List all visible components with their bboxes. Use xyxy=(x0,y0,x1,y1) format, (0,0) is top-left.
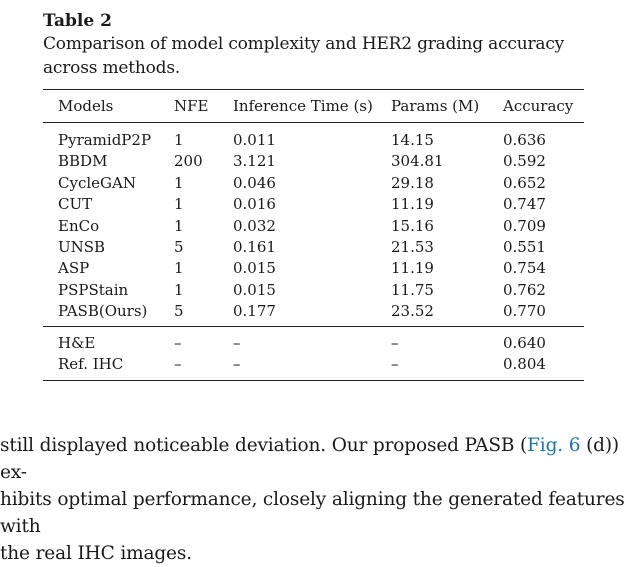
cell-accuracy: 0.754 xyxy=(503,259,546,278)
cell-time: 0.015 xyxy=(233,280,276,299)
cell-time: – xyxy=(233,325,391,355)
cell-accuracy: 0.551 xyxy=(503,238,546,257)
cell-model: CUT xyxy=(58,195,93,214)
paragraph-line1-end: (d)) ex- xyxy=(0,435,619,483)
table-row: CycleGAN 1 0.046 29.18 0.652 xyxy=(43,173,584,194)
cell-time: 0.011 xyxy=(233,131,276,149)
table-label: Table 2 xyxy=(43,11,112,31)
cell-model: PyramidP2P xyxy=(58,131,152,149)
table-row: CUT 1 0.016 11.19 0.747 xyxy=(43,194,584,215)
body-paragraph: still displayed noticeable deviation. Ou… xyxy=(0,432,637,567)
table-row: ASP 1 0.015 11.19 0.754 xyxy=(43,258,584,279)
cell-model: UNSB xyxy=(58,238,106,257)
cell-time: 0.016 xyxy=(233,195,276,214)
paragraph-line3: the real IHC images. xyxy=(0,543,192,564)
cell-accuracy: 0.636 xyxy=(503,131,546,149)
cell-nfe: 1 xyxy=(174,259,184,278)
cell-nfe: 1 xyxy=(174,216,184,235)
table-header-row: Models NFE Inference Time (s) Params (M)… xyxy=(43,89,584,123)
table-row: PASB(Ours) 5 0.177 23.52 0.770 xyxy=(43,301,584,326)
cell-params: – xyxy=(391,354,503,382)
cell-time: 0.046 xyxy=(233,173,276,192)
cell-time: 0.161 xyxy=(233,238,276,257)
table-row: UNSB 5 0.161 21.53 0.551 xyxy=(43,237,584,258)
cell-nfe: – xyxy=(174,354,233,382)
paragraph-line2: hibits optimal performance, closely alig… xyxy=(0,489,625,537)
cell-accuracy: 0.709 xyxy=(503,216,546,235)
cell-params: 11.19 xyxy=(391,259,434,278)
cell-nfe: 1 xyxy=(174,173,184,192)
cell-params: 29.18 xyxy=(391,173,434,192)
cell-model: EnCo xyxy=(58,216,100,235)
cell-accuracy: 0.770 xyxy=(503,302,546,321)
figure-6-link[interactable]: Fig. 6 xyxy=(527,435,581,456)
cell-model: BBDM xyxy=(58,152,108,171)
cell-accuracy: 0.592 xyxy=(503,152,546,171)
cell-params: – xyxy=(391,325,503,355)
cell-accuracy: 0.762 xyxy=(503,280,546,299)
table-row: Ref. IHC – – – 0.804 xyxy=(43,354,584,382)
cell-time: 0.032 xyxy=(233,216,276,235)
cell-nfe: – xyxy=(174,325,233,355)
table-row: H&E – – – 0.640 xyxy=(43,325,584,355)
cell-nfe: 5 xyxy=(174,302,184,321)
cell-nfe: 1 xyxy=(174,280,184,299)
cell-time: – xyxy=(233,354,391,382)
cell-nfe: 200 xyxy=(174,152,203,171)
table-block: Table 2 Comparison of model complexity a… xyxy=(43,10,588,382)
cell-params: 11.75 xyxy=(391,280,434,299)
cell-params: 11.19 xyxy=(391,195,434,214)
paragraph-line1-start: still displayed noticeable deviation. Ou… xyxy=(0,435,528,456)
table-row: BBDM 200 3.121 304.81 0.592 xyxy=(43,151,584,172)
table-row: PyramidP2P 1 0.011 14.15 0.636 xyxy=(43,123,584,152)
cell-model: ASP xyxy=(58,259,90,278)
cell-model: H&E xyxy=(43,325,174,355)
comparison-table: Models NFE Inference Time (s) Params (M)… xyxy=(43,89,584,382)
cell-model: PASB(Ours) xyxy=(58,302,148,321)
cell-nfe: 1 xyxy=(174,195,184,214)
cell-params: 14.15 xyxy=(391,131,434,149)
cell-params: 15.16 xyxy=(391,216,434,235)
table-body-methods: PyramidP2P 1 0.011 14.15 0.636 BBDM 200 … xyxy=(43,123,584,327)
cell-time: 0.177 xyxy=(233,302,276,321)
table-body-references: H&E – – – 0.640 Ref. IHC – – – 0.804 xyxy=(43,325,584,382)
cell-params: 23.52 xyxy=(391,302,434,321)
table-row: PSPStain 1 0.015 11.75 0.762 xyxy=(43,280,584,301)
cell-model: CycleGAN xyxy=(58,173,136,192)
cell-nfe: 5 xyxy=(174,238,184,257)
header-accuracy: Accuracy xyxy=(503,89,584,123)
cell-accuracy: 0.804 xyxy=(503,354,584,382)
cell-time: 0.015 xyxy=(233,259,276,278)
header-inference-time: Inference Time (s) xyxy=(233,89,391,123)
cell-accuracy: 0.640 xyxy=(503,325,584,355)
header-models: Models xyxy=(43,89,174,123)
cell-model: PSPStain xyxy=(58,280,129,299)
cell-params: 304.81 xyxy=(391,152,444,171)
cell-time: 3.121 xyxy=(233,152,276,171)
table-row: EnCo 1 0.032 15.16 0.709 xyxy=(43,216,584,237)
cell-accuracy: 0.652 xyxy=(503,173,546,192)
cell-accuracy: 0.747 xyxy=(503,195,546,214)
cell-nfe: 1 xyxy=(174,131,184,149)
cell-params: 21.53 xyxy=(391,238,434,257)
header-nfe: NFE xyxy=(174,89,233,123)
cell-model: Ref. IHC xyxy=(43,354,174,382)
header-params: Params (M) xyxy=(391,89,503,123)
table-caption: Comparison of model complexity and HER2 … xyxy=(43,34,565,78)
